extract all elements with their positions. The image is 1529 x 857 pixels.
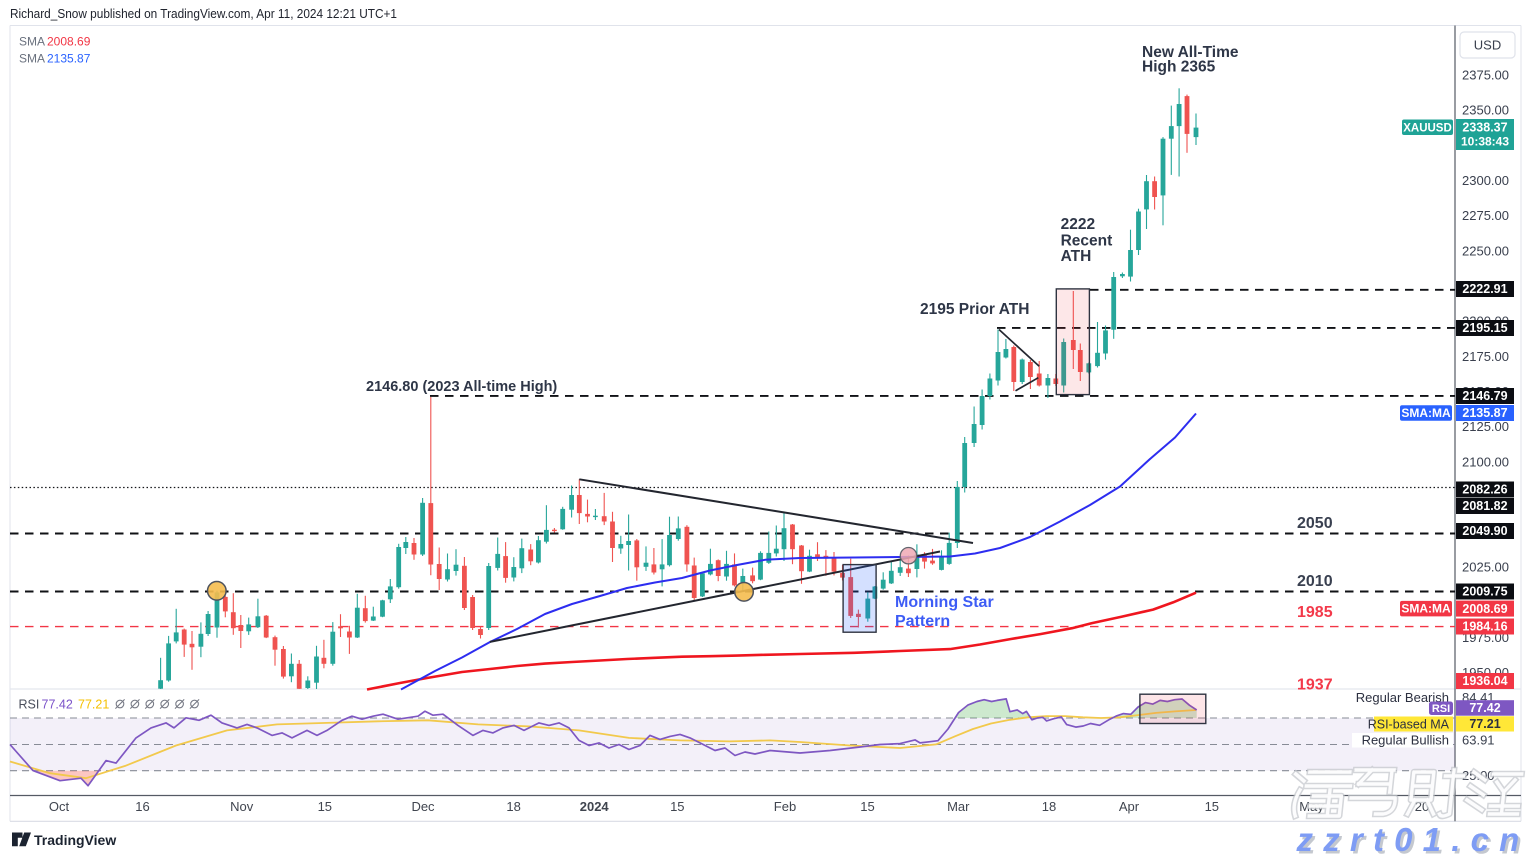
svg-text:XAUUSD: XAUUSD (1403, 123, 1452, 135)
svg-text:RSI: RSI (1432, 703, 1450, 715)
svg-text:2025.00: 2025.00 (1462, 560, 1509, 575)
svg-text:1936.04: 1936.04 (1462, 674, 1507, 688)
svg-text:2300.00: 2300.00 (1462, 173, 1509, 188)
svg-text:SMA:MA: SMA:MA (1401, 406, 1451, 420)
svg-text:2081.82: 2081.82 (1462, 499, 1507, 513)
svg-text:18: 18 (506, 799, 520, 814)
svg-text:15: 15 (318, 799, 332, 814)
svg-text:RSI-based MA: RSI-based MA (1368, 717, 1450, 731)
svg-text:High 2365: High 2365 (1142, 59, 1216, 76)
svg-text:2010: 2010 (1297, 573, 1333, 590)
svg-text:10:38:43: 10:38:43 (1461, 135, 1509, 149)
svg-text:2375.00: 2375.00 (1462, 68, 1509, 83)
svg-text:2195 Prior ATH: 2195 Prior ATH (920, 301, 1029, 318)
svg-text:1984.16: 1984.16 (1462, 620, 1507, 634)
svg-text:zzrt01.cn: zzrt01.cn (1298, 824, 1529, 857)
svg-text:zzrt01.cn: zzrt01.cn (1296, 821, 1529, 857)
svg-text:2009.75: 2009.75 (1462, 585, 1507, 599)
svg-text:RSI: RSI (19, 698, 40, 712)
svg-text:77.21: 77.21 (78, 698, 109, 712)
svg-text:2082.26: 2082.26 (1462, 483, 1507, 497)
svg-text:15: 15 (1205, 799, 1219, 814)
svg-text:18: 18 (1042, 799, 1056, 814)
svg-text:2135.87: 2135.87 (47, 52, 91, 66)
svg-text:Regular Bullish: Regular Bullish (1362, 733, 1449, 748)
svg-text:1937: 1937 (1297, 676, 1333, 693)
svg-text:2275.00: 2275.00 (1462, 208, 1509, 223)
svg-text:SMA: SMA (19, 35, 45, 49)
svg-text:2100.00: 2100.00 (1462, 454, 1509, 469)
svg-text:2008.69: 2008.69 (47, 35, 91, 49)
svg-text:Pattern: Pattern (895, 613, 950, 630)
svg-text:77.42: 77.42 (1469, 701, 1500, 715)
svg-text:2125.00: 2125.00 (1462, 419, 1509, 434)
svg-text:Morning Star: Morning Star (895, 594, 994, 611)
svg-text:2338.37: 2338.37 (1462, 121, 1507, 135)
svg-text:16: 16 (135, 799, 149, 814)
svg-text:2175.00: 2175.00 (1462, 349, 1509, 364)
svg-text:77.42: 77.42 (42, 698, 73, 712)
svg-text:SMA:MA: SMA:MA (1401, 602, 1451, 616)
svg-text:63.91: 63.91 (1462, 733, 1495, 748)
svg-text:2146.79: 2146.79 (1462, 389, 1507, 403)
svg-text:2195.15: 2195.15 (1462, 321, 1507, 335)
svg-text:Recent: Recent (1061, 232, 1113, 249)
svg-text:New All-Time: New All-Time (1142, 44, 1239, 61)
svg-text:1985: 1985 (1297, 604, 1333, 621)
svg-text:Feb: Feb (774, 799, 796, 814)
svg-text:2250.00: 2250.00 (1462, 243, 1509, 258)
svg-text:2050: 2050 (1297, 515, 1333, 532)
svg-text:77.21: 77.21 (1469, 717, 1500, 731)
svg-text:Oct: Oct (49, 799, 70, 814)
svg-text:Dec: Dec (411, 799, 435, 814)
svg-text:Mar: Mar (947, 799, 970, 814)
svg-text:2008.69: 2008.69 (1462, 602, 1507, 616)
svg-text:USD: USD (1474, 38, 1501, 53)
svg-text:2350.00: 2350.00 (1462, 103, 1509, 118)
svg-text:2222.91: 2222.91 (1462, 282, 1507, 296)
svg-text:Regular Bearish: Regular Bearish (1356, 690, 1449, 705)
svg-text:15: 15 (670, 799, 684, 814)
svg-text:ATH: ATH (1061, 248, 1092, 265)
svg-text:2222: 2222 (1061, 216, 1095, 233)
svg-text:SMA: SMA (19, 52, 45, 66)
svg-text:15: 15 (860, 799, 874, 814)
svg-text:Apr: Apr (1119, 799, 1140, 814)
svg-text:2024: 2024 (580, 799, 610, 814)
svg-text:2135.87: 2135.87 (1462, 406, 1507, 420)
svg-text:2146.80 (2023 All-time High): 2146.80 (2023 All-time High) (366, 379, 557, 395)
svg-text:Nov: Nov (230, 799, 254, 814)
svg-text:TradingView: TradingView (34, 832, 116, 848)
svg-text:2049.90: 2049.90 (1462, 524, 1507, 538)
svg-text:Richard_Snow published on Trad: Richard_Snow published on TradingView.co… (10, 6, 397, 21)
